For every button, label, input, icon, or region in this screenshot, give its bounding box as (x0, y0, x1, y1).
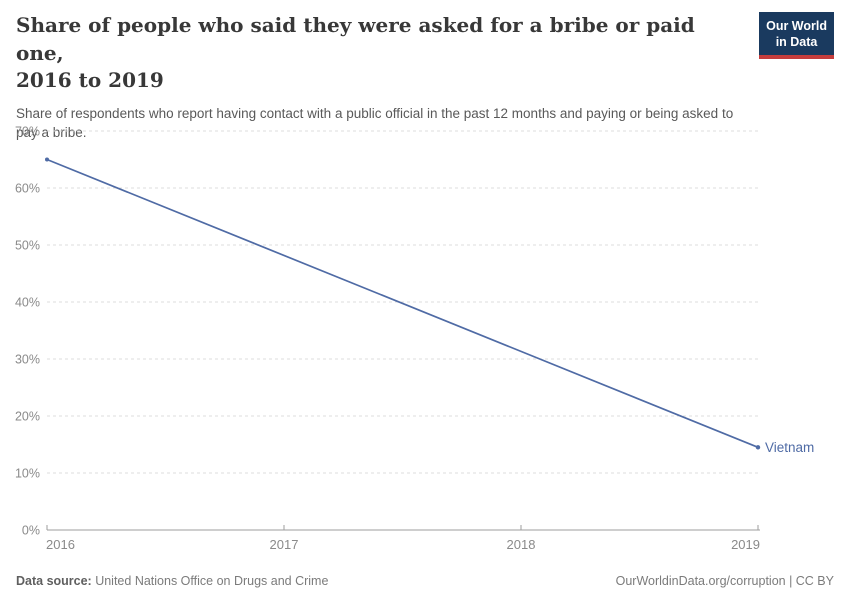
y-tick-label: 0% (22, 524, 40, 538)
chart-title: Share of people who said they were asked… (16, 13, 695, 93)
series-end-dot (755, 445, 761, 450)
chart-area: 0% 10% 20% 30% 40% 50% 60% 70% 2016 2017 2018 2019 V… (0, 120, 850, 565)
data-source-value: United Nations Office on Drugs and Crime (91, 574, 329, 588)
y-tick-label: 50% (15, 239, 40, 253)
y-tick-label: 40% (15, 296, 40, 310)
owid-logo-line2: in Data (775, 35, 818, 50)
owid-logo-line1: Our World (766, 19, 827, 33)
footer-link[interactable]: OurWorldinData.org/corruption | CC BY (615, 574, 834, 588)
y-tick-label: 10% (15, 467, 40, 481)
y-tick-label: 60% (15, 182, 40, 196)
data-source: Data source: United Nations Office on Dr… (16, 574, 328, 588)
chart-subtitle: Share of respondents who report having c… (16, 105, 734, 141)
line-chart: 0% 10% 20% 30% 40% 50% 60% 70% 2016 2017 2018 2019 V… (15, 125, 814, 553)
x-tick-label: 2018 (507, 537, 536, 552)
data-source-label: Data source: (16, 574, 92, 588)
x-tick-label: 2017 (270, 537, 299, 552)
x-tick-label: 2019 (731, 537, 760, 552)
x-tick-label: 2016 (46, 537, 75, 552)
chart-footer: Data source: United Nations Office on Dr… (16, 574, 834, 588)
series-start-dot (45, 157, 49, 162)
y-tick-label: 30% (15, 353, 40, 367)
series-label: Vietnam (765, 440, 814, 455)
y-tick-label: 20% (15, 410, 40, 424)
y-tick-label: 70% (15, 125, 40, 139)
series-line (46, 158, 759, 449)
chart-header: Share of people who said they were asked… (16, 12, 834, 143)
owid-logo: Our World in Data (759, 12, 834, 59)
